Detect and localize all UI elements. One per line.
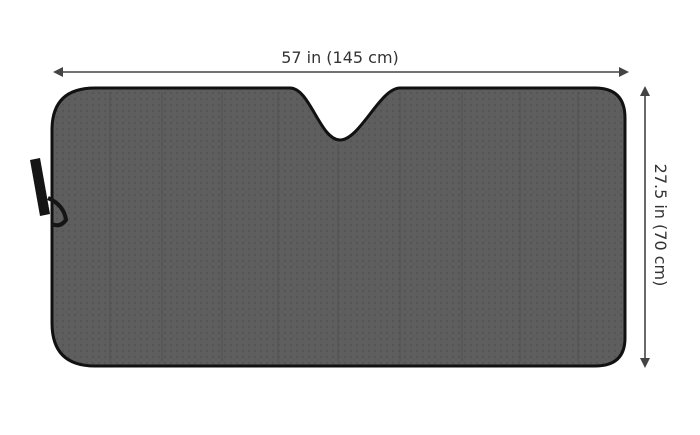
width-dimension-label: 57 in (145 cm) (281, 48, 399, 67)
elastic-strap-icon (30, 158, 69, 228)
height-dimension-label: 27.5 in (70 cm) (651, 163, 670, 287)
fold-lines (109, 92, 579, 362)
